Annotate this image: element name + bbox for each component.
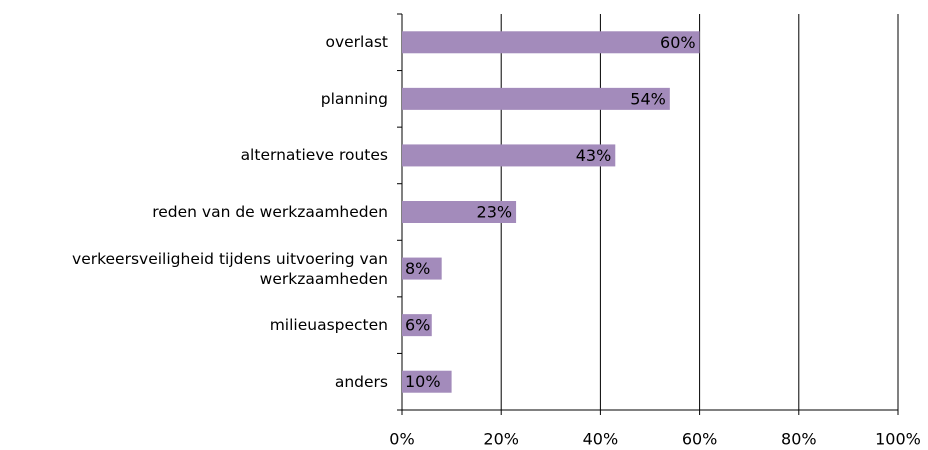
category-label: verkeersveiligheid tijdens uitvoering va…: [72, 249, 388, 288]
value-label: 54%: [630, 89, 666, 108]
x-tick-label: 0%: [389, 430, 414, 449]
x-tick-label: 60%: [682, 430, 718, 449]
value-label: 60%: [660, 33, 696, 52]
bar: [402, 144, 616, 167]
bar: [402, 257, 442, 280]
bar: [402, 31, 700, 54]
value-label: 23%: [477, 203, 513, 222]
bar: [402, 87, 670, 110]
category-label: planning: [320, 89, 388, 108]
category-label: overlast: [325, 33, 388, 52]
x-tick-label: 80%: [781, 430, 817, 449]
category-label: milieuaspecten: [269, 316, 388, 335]
value-label: 10%: [405, 372, 441, 391]
value-label: 43%: [576, 146, 612, 165]
value-label: 8%: [405, 259, 430, 278]
bar: [402, 370, 452, 393]
bar: [402, 314, 432, 337]
category-label: anders: [334, 372, 388, 391]
x-tick-label: 40%: [583, 430, 619, 449]
category-label: alternatieve routes: [240, 146, 388, 165]
x-tick-label: 100%: [875, 430, 921, 449]
value-label: 6%: [405, 316, 430, 335]
bar: [402, 201, 517, 223]
category-label: reden van de werkzaamheden: [152, 203, 388, 221]
x-tick-label: 20%: [483, 430, 519, 449]
